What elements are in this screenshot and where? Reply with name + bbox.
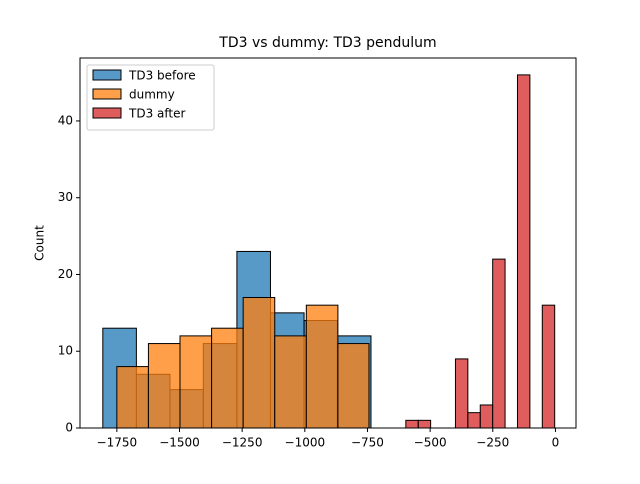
bar [179,335,213,429]
legend-swatch [92,88,122,100]
bar [147,343,181,429]
bar [467,412,481,429]
x-tick-label: 0 [552,436,560,450]
plot-frame [79,57,577,429]
x-tick-label: −1000 [285,436,326,450]
y-tick-label: 0 [65,421,73,435]
y-tick-label: 30 [58,190,73,204]
x-tick-label: −500 [414,436,447,450]
legend-label: dummy [129,88,175,102]
y-axis-label: Count [33,225,47,261]
x-tick-label: −1250 [222,436,263,450]
bar [417,419,432,429]
legend-swatch [92,69,122,81]
legend-label: TD3 after [128,107,185,121]
bar [211,327,244,429]
legend-swatch [92,107,122,119]
bar [305,304,339,429]
bar [242,297,276,429]
x-tick-label: −1500 [159,436,200,450]
y-tick-label: 40 [58,113,73,127]
bar [405,419,419,429]
bar [492,258,506,429]
bar [541,304,556,429]
bar [116,366,149,429]
y-tick-label: 20 [58,267,73,281]
y-tick-label: 10 [58,344,73,358]
bar [479,404,494,429]
x-tick-label: −1750 [97,436,138,450]
bar [516,74,531,429]
legend-label: TD3 before [128,69,196,83]
bar [454,358,469,429]
chart-title: TD3 vs dummy: TD3 pendulum [218,35,436,51]
x-tick-label: −250 [476,436,509,450]
bar [274,335,307,429]
x-tick-label: −750 [351,436,384,450]
bar [337,343,370,429]
